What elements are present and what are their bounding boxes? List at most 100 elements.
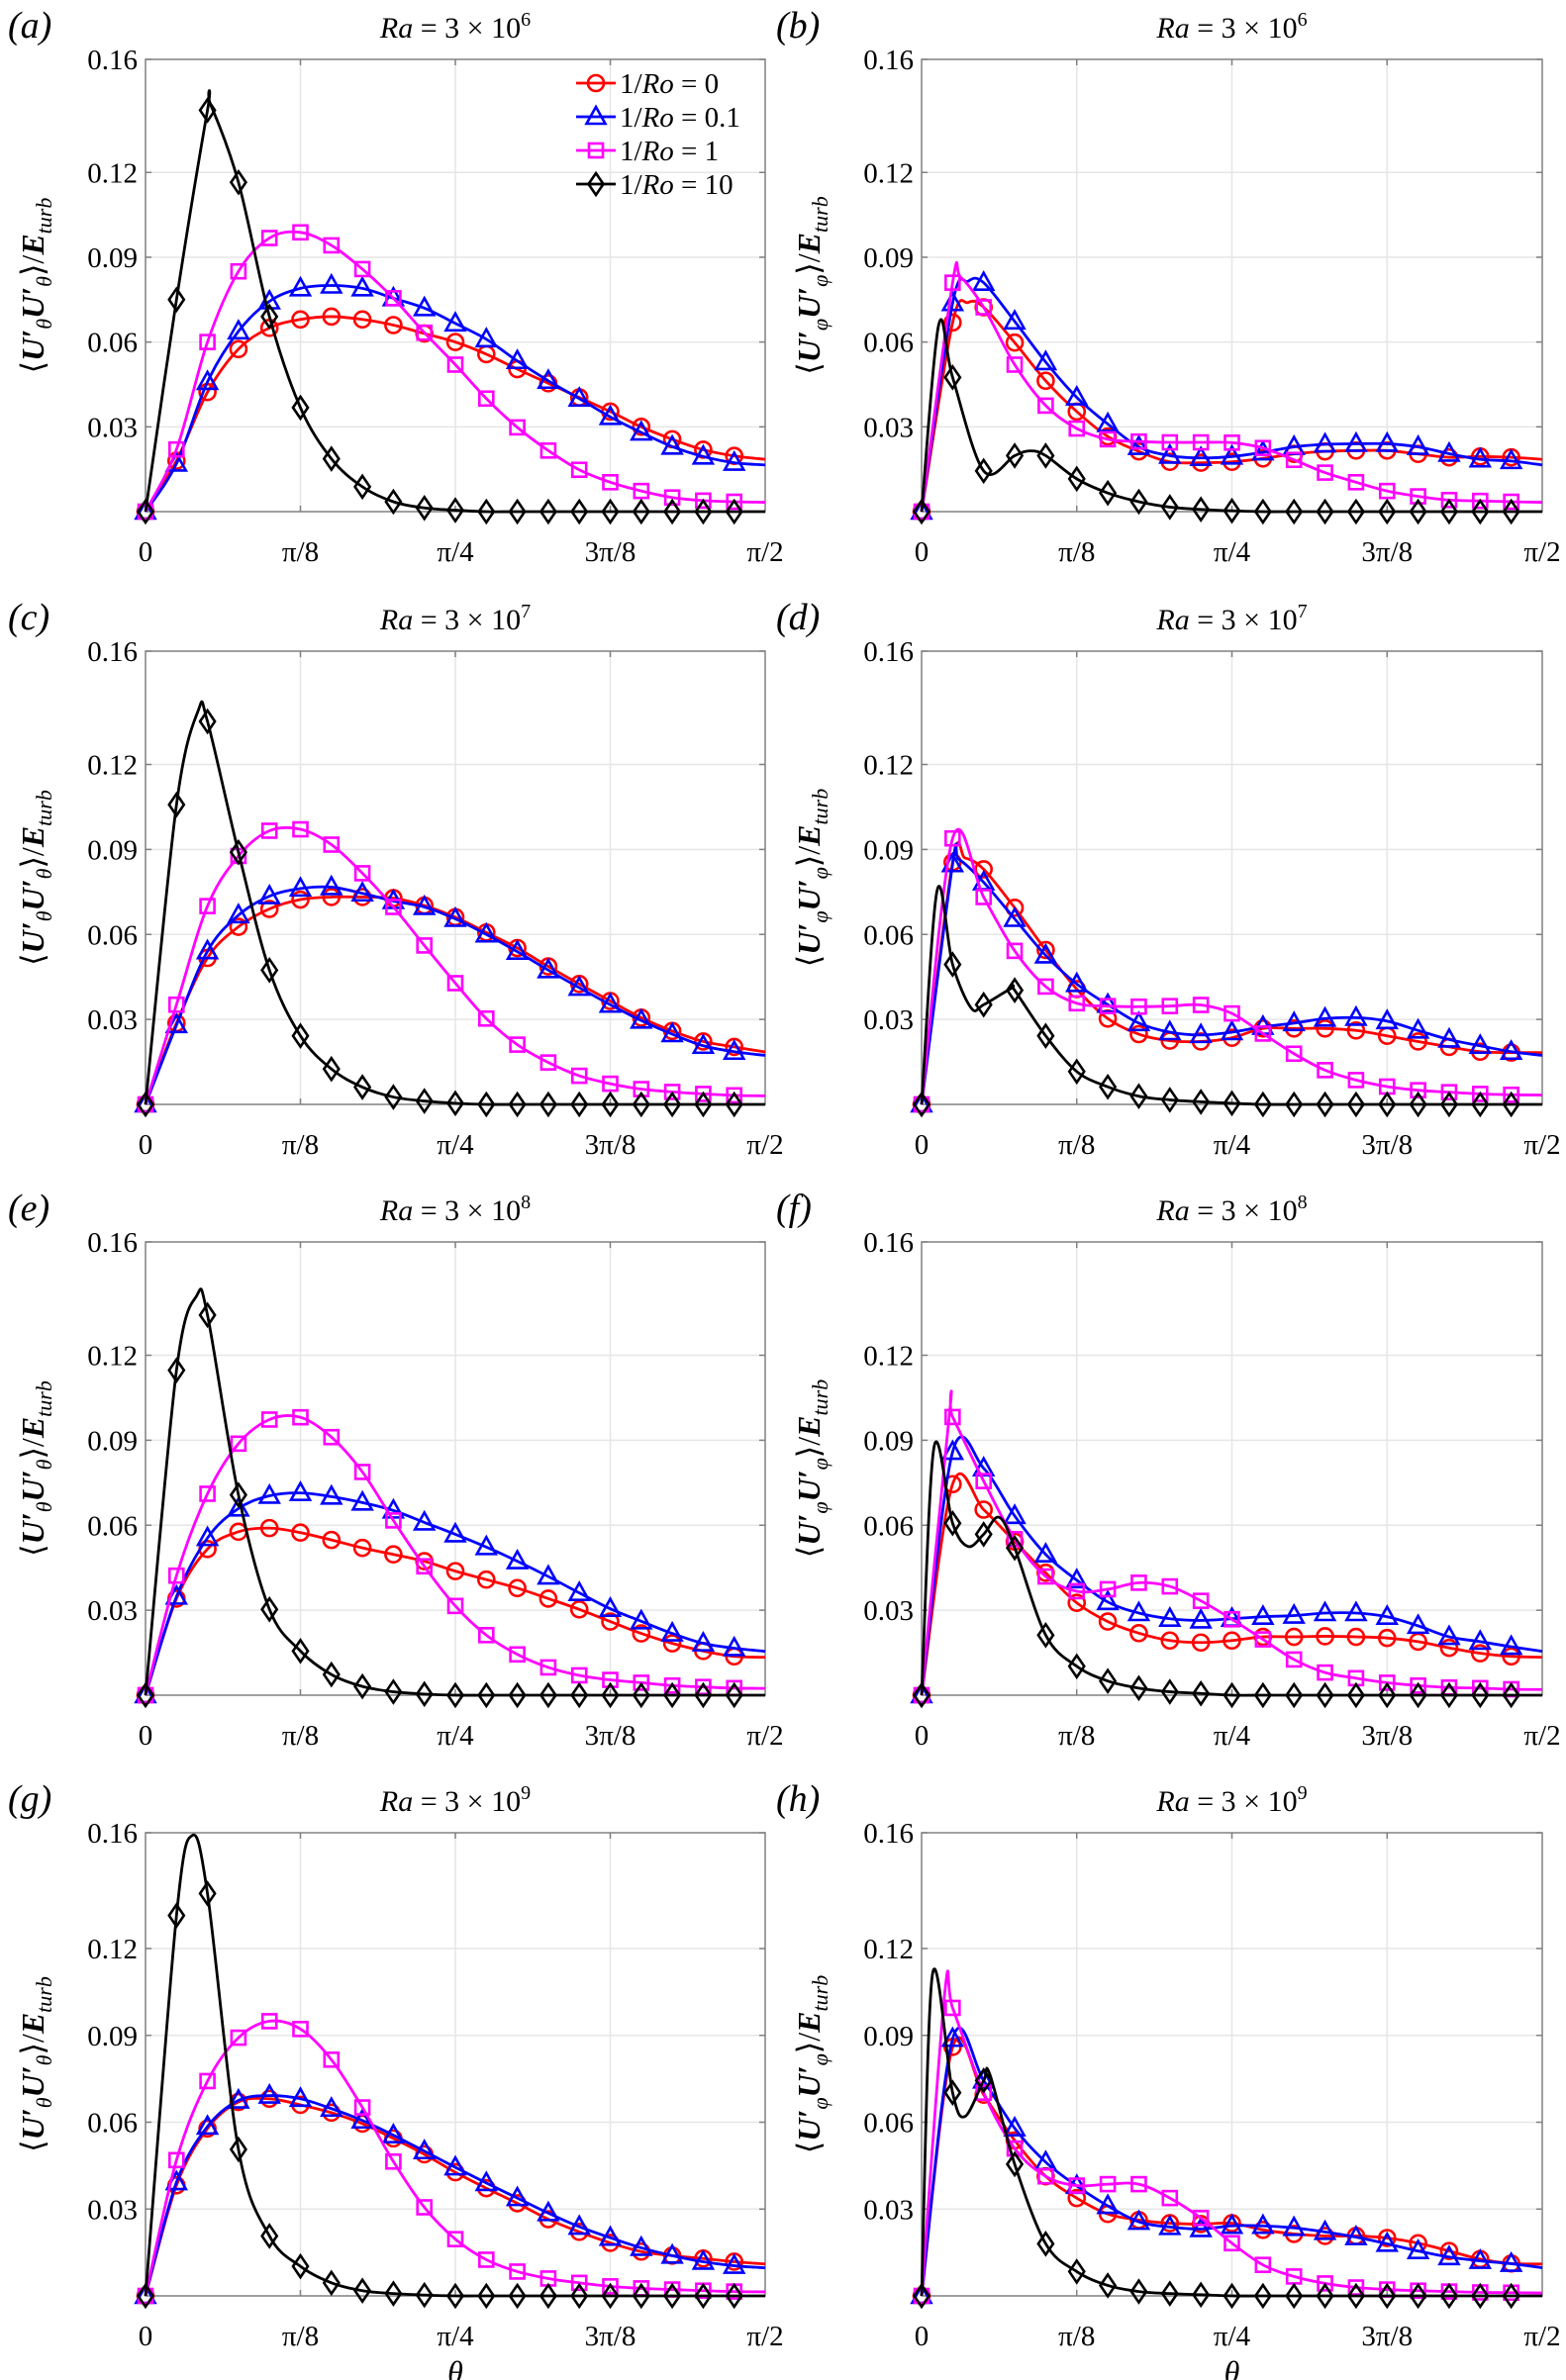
y-tick-label: 0.09 xyxy=(87,2021,138,2052)
data-point-diamond xyxy=(198,1301,217,1329)
data-point-square xyxy=(975,889,993,905)
data-point-triangle xyxy=(1313,431,1337,453)
data-point-diamond xyxy=(1192,1089,1211,1115)
data-point-circle xyxy=(538,1589,558,1608)
data-point-triangle xyxy=(505,1548,530,1570)
data-point-diamond xyxy=(1099,2272,1118,2299)
data-point-square xyxy=(260,2013,278,2030)
panel-g: (g) Ra = 3 × 109 0.03 0.06 0.09 0.12 0.16 0 π/8 π… xyxy=(8,1778,784,2380)
data-point-triangle xyxy=(320,874,343,896)
series-line xyxy=(920,276,1543,513)
legend-marker-circle xyxy=(586,73,606,93)
data-point-square xyxy=(292,224,309,241)
data-point-diamond xyxy=(384,1084,403,1110)
data-point-square xyxy=(1099,2175,1117,2193)
data-point-circle xyxy=(291,310,310,330)
data-point-square xyxy=(633,1081,650,1097)
x-tick-label: π/2 xyxy=(1523,2321,1560,2352)
data-point-triangle xyxy=(1003,905,1027,927)
data-point-diamond xyxy=(1502,2282,1520,2310)
data-point-triangle xyxy=(1251,1604,1275,1626)
data-point-square xyxy=(1006,356,1024,373)
y-tick-label: 0.12 xyxy=(863,157,914,189)
x-tick-label: π/2 xyxy=(1523,1129,1560,1161)
data-point-square xyxy=(446,1597,464,1615)
data-point-diamond xyxy=(477,1091,496,1118)
data-point-square xyxy=(1317,2275,1333,2292)
data-point-diamond xyxy=(663,498,682,525)
data-point-square xyxy=(570,1067,588,1085)
data-point-triangle xyxy=(630,420,653,441)
data-point-diamond xyxy=(1439,498,1459,525)
data-point-diamond xyxy=(912,1091,931,1118)
data-point-diamond xyxy=(260,957,279,984)
data-point-square xyxy=(1285,1045,1303,1063)
data-point-diamond xyxy=(912,2282,931,2310)
data-point-triangle xyxy=(227,903,250,924)
data-point-triangle xyxy=(722,449,746,471)
data-point-square xyxy=(199,898,216,914)
data-point-diamond xyxy=(570,498,589,525)
data-point-square xyxy=(260,822,278,839)
data-point-diamond xyxy=(229,1481,247,1508)
data-point-diamond xyxy=(445,497,465,524)
data-point-circle xyxy=(291,890,310,909)
data-point-diamond xyxy=(291,1638,310,1665)
data-point-triangle xyxy=(288,2086,313,2108)
series-inv-ro-1 xyxy=(137,820,766,1113)
data-point-diamond xyxy=(260,2223,279,2249)
data-point-triangle xyxy=(567,386,591,408)
panel-title: Ra = 3 × 106 xyxy=(1155,9,1307,45)
data-point-square xyxy=(1192,433,1210,451)
data-point-circle xyxy=(1129,1624,1148,1643)
data-point-triangle xyxy=(1499,1634,1523,1656)
data-point-square xyxy=(726,493,743,511)
data-point-square xyxy=(509,1646,526,1664)
data-point-triangle xyxy=(691,1630,716,1652)
y-tick-label: 0.06 xyxy=(87,2108,138,2140)
data-point-square xyxy=(570,2274,588,2292)
panel-d: (d) Ra = 3 × 107 0.03 0.06 0.09 0.12 0.16 0 π/8 π… xyxy=(776,597,1561,1161)
data-point-triangle xyxy=(1065,1568,1089,1589)
data-point-square xyxy=(353,865,371,882)
data-point-square xyxy=(1285,1651,1303,1668)
data-point-triangle xyxy=(1406,1613,1430,1635)
data-point-triangle xyxy=(537,2200,560,2222)
data-point-diamond xyxy=(1285,2282,1304,2310)
data-point-triangle xyxy=(1375,1604,1399,1626)
data-point-triangle xyxy=(1344,430,1368,452)
y-axis-label: ⟨U′θU′θ⟩/Eturb xyxy=(15,1380,56,1557)
series-inv-ro-0 xyxy=(912,841,1543,1114)
data-point-diamond xyxy=(725,1091,743,1118)
data-point-triangle xyxy=(1189,1607,1213,1629)
data-point-diamond xyxy=(477,498,496,525)
data-point-diamond xyxy=(1346,1091,1365,1118)
data-point-diamond xyxy=(229,2136,247,2163)
data-point-triangle xyxy=(195,369,220,391)
data-point-square xyxy=(168,1567,185,1584)
data-point-diamond xyxy=(943,364,962,391)
data-point-circle xyxy=(352,1538,372,1558)
x-tick-label: π/8 xyxy=(282,536,319,568)
data-point-diamond xyxy=(1253,1091,1272,1118)
data-point-circle xyxy=(1471,1644,1490,1663)
data-point-diamond xyxy=(1409,498,1427,525)
data-point-square xyxy=(1223,434,1240,451)
data-point-triangle xyxy=(537,368,560,390)
x-tick-label: π/4 xyxy=(1214,1129,1251,1161)
legend-marker-diamond xyxy=(586,170,606,198)
data-point-square xyxy=(1161,998,1179,1014)
data-point-circle xyxy=(632,1624,651,1643)
panel-title: Ra = 3 × 107 xyxy=(1155,601,1307,636)
series-inv-ro-0-1 xyxy=(910,269,1543,521)
data-point-triangle xyxy=(1468,1033,1493,1055)
data-point-circle xyxy=(1377,2229,1397,2247)
data-point-diamond xyxy=(725,1681,743,1709)
panel-title: Ra = 3 × 109 xyxy=(379,1782,531,1818)
panel-h: (h) Ra = 3 × 109 0.03 0.06 0.09 0.12 0.16 0 π/8 π… xyxy=(776,1778,1561,2380)
y-tick-label: 0.06 xyxy=(863,328,914,359)
data-point-circle xyxy=(1316,1627,1334,1646)
data-point-diamond xyxy=(694,1681,713,1709)
data-point-square xyxy=(1068,2177,1086,2194)
